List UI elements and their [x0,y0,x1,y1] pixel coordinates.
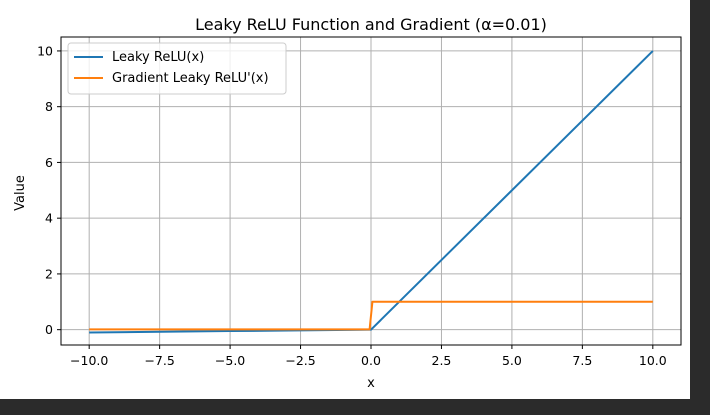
x-tick-label: −2.5 [285,353,315,368]
grid-layer [61,37,681,345]
x-tick-label: 10.0 [639,353,667,368]
x-tick-label: −5.0 [215,353,245,368]
y-tick-label: 8 [45,99,53,114]
x-tick-label: 5.0 [502,353,522,368]
x-tick-label: 2.5 [432,353,452,368]
y-tick-label: 6 [45,155,53,170]
tick-layer: −10.0 −7.5 −5.0 −2.5 0.0 2.5 5.0 7.5 10.0 0 2 4 6 8 10 [37,43,667,368]
x-tick-label: 0.0 [361,353,381,368]
y-axis-label: Value [13,175,28,211]
y-tick-label: 0 [45,322,53,337]
x-axis-label: x [367,376,375,391]
y-tick-label: 4 [45,211,53,226]
x-tick-label: −7.5 [144,353,174,368]
y-tick-label: 2 [45,266,53,281]
chart-svg: Leaky ReLU Function and Gradient (α=0.01… [13,15,682,391]
chart-figure: Leaky ReLU Function and Gradient (α=0.01… [0,0,690,399]
legend-box [67,42,287,95]
gradient-line [89,300,653,331]
x-tick-label: −10.0 [70,353,108,368]
legend-label-leaky-relu: Leaky ReLU(x) [112,50,204,65]
chart-title: Leaky ReLU Function and Gradient (α=0.01… [195,15,547,34]
legend-label-gradient: Gradient Leaky ReLU'(x) [112,71,269,86]
series-layer [89,50,654,334]
x-tick-label: 7.5 [572,353,592,368]
legend: Leaky ReLU(x) Gradient Leaky ReLU'(x) [67,42,287,95]
y-tick-label: 10 [37,43,53,58]
